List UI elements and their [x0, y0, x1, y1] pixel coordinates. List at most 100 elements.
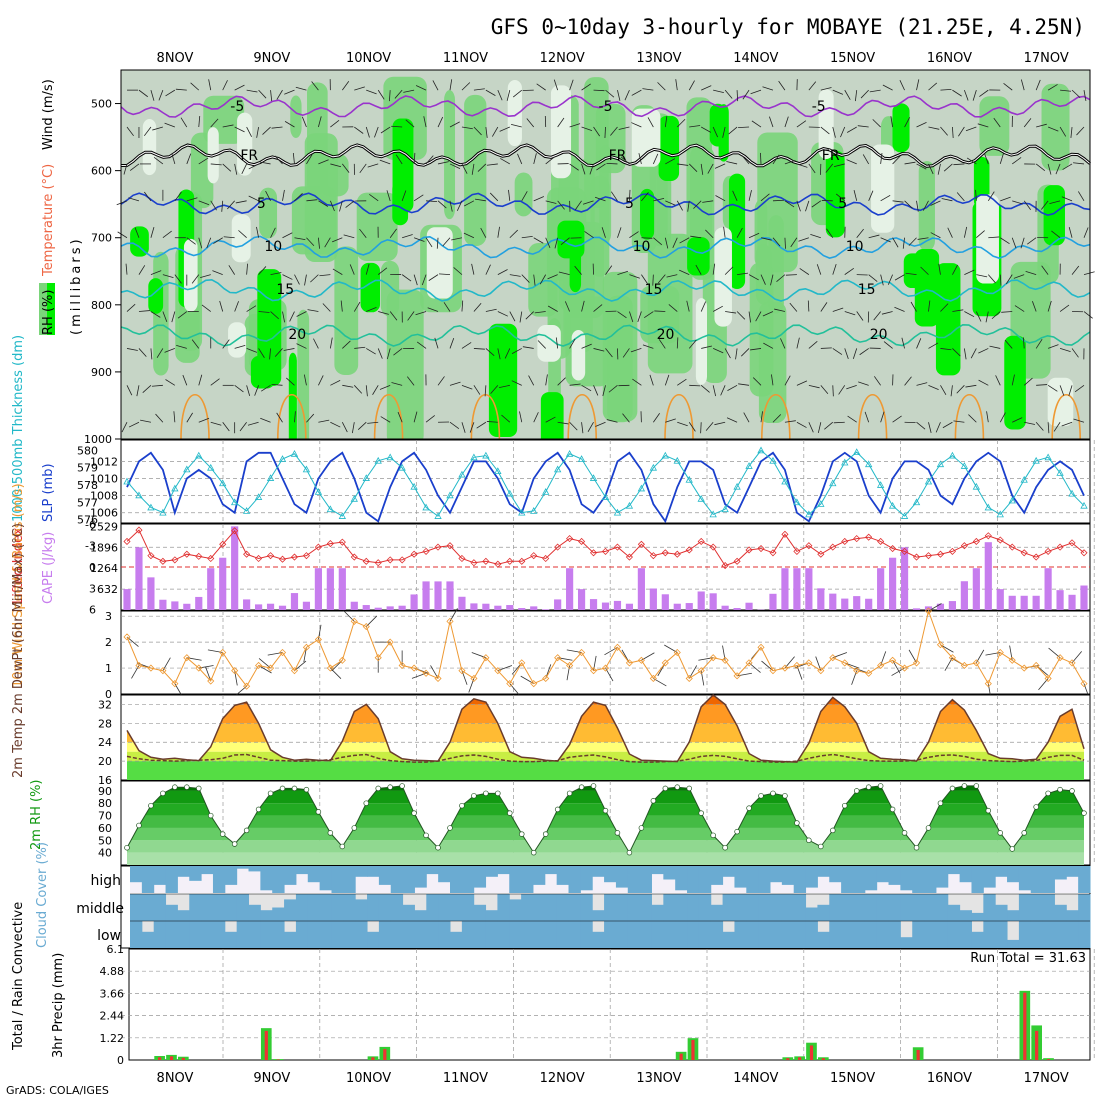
lifted-index-point: [135, 526, 143, 534]
wind-barb: [270, 311, 279, 320]
wind-barb: [624, 89, 630, 101]
wind-barb: [833, 163, 845, 167]
cape-bar: [183, 603, 191, 610]
wind-barb: [1047, 126, 1059, 132]
wind-barb: [307, 309, 319, 312]
lifted-index-point: [518, 557, 526, 565]
rh2m-point: [674, 784, 681, 790]
wind-barb: [413, 411, 418, 423]
cloud-cell: [260, 921, 273, 948]
wind-barb: [473, 88, 485, 91]
cloud-cell: [1030, 921, 1044, 948]
wind-barb: [738, 383, 750, 386]
wind-barb: [526, 118, 535, 128]
cloud-cell: [177, 910, 190, 921]
wind-barb: [859, 348, 869, 356]
precip-convective-bar: [371, 1057, 375, 1060]
wind-barb: [143, 191, 152, 202]
wind-barb: [413, 274, 418, 286]
wind-barb: [820, 87, 832, 91]
date-label-6: 14NOV: [733, 1071, 778, 1086]
wind-barb: [517, 153, 523, 165]
wind-barb: [676, 118, 686, 128]
thickness-point: [458, 470, 466, 478]
cloud-cell: [426, 894, 439, 921]
cloud-cell: [426, 866, 439, 875]
cloud-cell: [864, 894, 878, 921]
wind-barb: [569, 338, 576, 349]
wind-barb: [318, 200, 329, 207]
wind-barb: [165, 89, 176, 97]
isotherm-label: 20: [657, 327, 675, 343]
wind-barb: [617, 311, 627, 319]
wind-barb: [533, 412, 539, 423]
lifted-index-point: [362, 557, 370, 565]
wind10-point: [518, 659, 526, 667]
cape-tick: 1264: [90, 562, 118, 575]
wind10-point: [422, 669, 430, 677]
cloud-cell: [888, 894, 901, 921]
lifted-index-point: [578, 537, 586, 546]
wind-barb: [246, 305, 257, 312]
precip-convective-bar: [809, 1045, 814, 1060]
wind-barb: [928, 422, 932, 433]
wind-barb: [916, 382, 928, 386]
wind-barb: [677, 378, 687, 386]
wind10-point: [805, 659, 813, 667]
cloud-cell: [201, 921, 214, 948]
wind-barb: [1000, 196, 1011, 202]
wind-barb: [461, 126, 473, 130]
wind-barb: [234, 301, 239, 312]
lifted-index-point: [314, 543, 322, 551]
wind-barb: [732, 190, 738, 201]
rh-patch-mid: [290, 95, 302, 138]
cloud-cell: [580, 921, 593, 948]
date-label-7: 15NOV: [830, 1071, 875, 1086]
wind-barb: [762, 311, 774, 317]
cape-tick: 1896: [90, 541, 118, 554]
temp-tick: 32: [98, 698, 112, 711]
wind-barb: [928, 342, 939, 349]
wind-barb: [180, 117, 188, 128]
wind-barb: [860, 89, 869, 99]
wind-barb: [1020, 237, 1025, 249]
wind-barb: [270, 90, 273, 102]
wind-barb: [162, 311, 168, 322]
rh2m-point: [853, 788, 860, 794]
cloud-cell: [473, 904, 487, 921]
rh2m-tick: 40: [98, 847, 112, 860]
wind-barb: [735, 348, 738, 360]
wind-barb: [533, 153, 537, 165]
wind-barb: [1062, 163, 1073, 170]
wind-barb: [846, 126, 857, 133]
cloud-cell: [864, 866, 878, 891]
cloud-cell: [307, 894, 321, 921]
wind-barb: [512, 89, 523, 98]
wind-barb: [351, 422, 355, 434]
thickness-point: [649, 463, 658, 471]
wind-barb: [413, 194, 424, 202]
wind-barb: [283, 348, 295, 351]
wind-barb: [593, 126, 601, 137]
lifted-index-point: [386, 556, 394, 564]
cloud-cell: [687, 866, 700, 893]
date-label-0: 8NOV: [157, 51, 194, 66]
precip-convective-bar: [691, 1039, 695, 1060]
wind-barb: [589, 163, 594, 175]
rh-patch-dark: [903, 253, 926, 289]
rh2m-point: [279, 785, 286, 792]
thickness-point: [757, 446, 765, 454]
rh2m-point: [542, 831, 549, 837]
cloud-cell: [912, 894, 925, 921]
wind-barb: [449, 381, 461, 386]
cape-bar: [817, 588, 825, 610]
rh-patch-pale: [426, 227, 453, 299]
rh2m-point: [877, 783, 884, 789]
cloud-cell: [864, 921, 878, 948]
cape-bar: [889, 557, 897, 610]
wind-barb: [198, 374, 203, 386]
wind-barb: [155, 413, 164, 423]
rh2m-point: [327, 830, 334, 836]
rh2m-point: [770, 790, 776, 797]
